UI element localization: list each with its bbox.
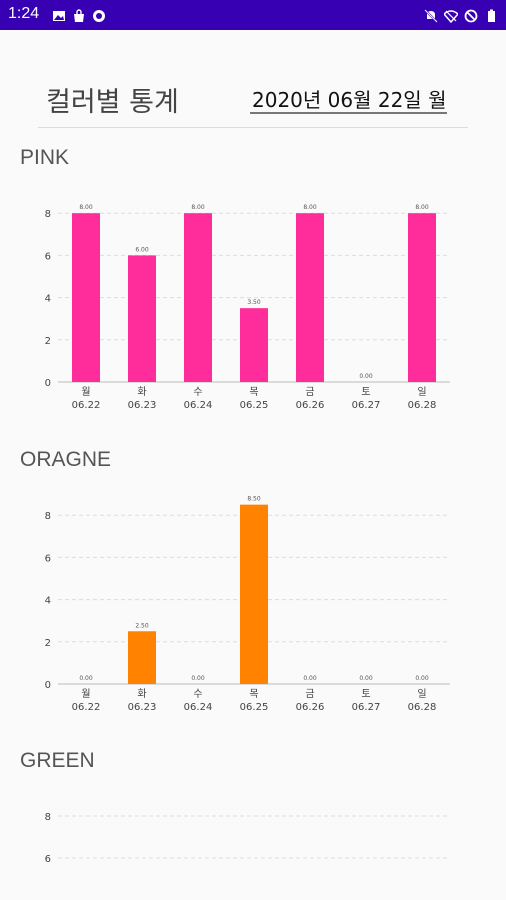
x-tick-date-label: 06.28 (408, 702, 437, 713)
image-icon (52, 8, 66, 22)
header-divider (38, 127, 468, 128)
orange-chart: 0 2 4 6 8 0.00 월 06.22 2.50 화 06.23 0.00 수 06.24 8.50 목… (45, 496, 450, 713)
sync-icon (92, 8, 106, 22)
y-tick-label: 8 (45, 209, 51, 220)
bar-value-label: 0.00 (303, 675, 317, 682)
bar-value-label: 8.00 (303, 204, 317, 211)
x-tick-date-label: 06.25 (240, 400, 269, 411)
bar (128, 631, 156, 684)
bar-value-label: 0.00 (359, 675, 373, 682)
bar (128, 255, 156, 382)
date-picker-field[interactable]: 2020년 06월 22일 월 (250, 84, 447, 114)
bar-value-label: 0.00 (415, 675, 429, 682)
x-tick-date-label: 06.23 (128, 400, 157, 411)
x-tick-day-label: 금 (305, 688, 314, 700)
battery-icon (484, 8, 498, 22)
y-tick-label: 2 (45, 336, 51, 347)
x-tick-date-label: 06.27 (352, 702, 381, 713)
bar (240, 504, 268, 684)
pink-chart: 0 2 4 6 8 8.00 월 06.22 6.00 화 06.23 8.00 수 06.24 3.50 목… (45, 204, 450, 411)
y-tick-label: 4 (45, 294, 51, 305)
x-tick-day-label: 수 (193, 386, 202, 398)
y-tick-label: 4 (45, 596, 51, 607)
x-tick-day-label: 화 (137, 688, 146, 700)
x-tick-date-label: 06.28 (408, 400, 437, 411)
status-time: 1:24 (8, 5, 40, 22)
x-tick-day-label: 월 (81, 688, 90, 700)
bag-icon (72, 8, 86, 22)
x-tick-day-label: 일 (417, 386, 426, 398)
y-tick-label: 6 (45, 854, 51, 865)
bar-value-label: 0.00 (359, 373, 373, 380)
x-tick-date-label: 06.25 (240, 702, 269, 713)
x-tick-day-label: 수 (193, 688, 202, 700)
x-tick-date-label: 06.22 (72, 400, 101, 411)
x-tick-day-label: 토 (361, 689, 370, 700)
bar (408, 213, 436, 382)
page-title: 컬러별 통계 (46, 87, 179, 118)
bar-value-label: 0.00 (79, 675, 93, 682)
blocked-icon (464, 8, 478, 23)
section-title-pink: PINK (20, 146, 70, 169)
system-icons (424, 8, 498, 24)
green-chart: 68 (45, 812, 450, 865)
section-title-green: GREEN (20, 749, 95, 772)
bar (184, 213, 212, 382)
status-bar: 1:24 (0, 0, 506, 30)
y-tick-label: 2 (45, 638, 51, 649)
y-tick-label: 6 (45, 251, 51, 262)
x-tick-day-label: 목 (249, 386, 258, 398)
bar-value-label: 2.50 (135, 622, 149, 629)
y-tick-label: 0 (45, 378, 51, 389)
x-tick-date-label: 06.24 (184, 702, 213, 713)
x-tick-day-label: 일 (417, 688, 426, 700)
y-tick-label: 0 (45, 680, 51, 691)
x-tick-date-label: 06.24 (184, 400, 213, 411)
mute-icon (424, 8, 438, 23)
x-tick-date-label: 06.27 (352, 400, 381, 411)
x-tick-date-label: 06.22 (72, 702, 101, 713)
y-tick-label: 8 (45, 511, 51, 522)
bar-value-label: 8.00 (415, 204, 429, 211)
bar-value-label: 8.00 (191, 204, 205, 211)
section-title-orange: ORAGNE (20, 448, 112, 471)
bar (240, 308, 268, 382)
bar-value-label: 3.50 (247, 299, 261, 306)
x-tick-day-label: 목 (249, 688, 258, 700)
bar-value-label: 8.50 (247, 496, 261, 503)
x-tick-day-label: 토 (361, 387, 370, 398)
x-tick-day-label: 화 (137, 386, 146, 398)
notification-icons (52, 8, 106, 22)
y-tick-label: 8 (45, 812, 51, 823)
bar (72, 213, 100, 382)
date-value: 2020년 06월 22일 월 (252, 88, 447, 112)
x-tick-day-label: 금 (305, 386, 314, 398)
x-tick-day-label: 월 (81, 386, 90, 398)
x-tick-date-label: 06.26 (296, 400, 325, 411)
bar (296, 213, 324, 382)
bar-value-label: 6.00 (135, 246, 149, 253)
x-tick-date-label: 06.23 (128, 702, 157, 713)
bar-value-label: 0.00 (191, 675, 205, 682)
bar-value-label: 8.00 (79, 204, 93, 211)
x-tick-date-label: 06.26 (296, 702, 325, 713)
wifi-off-icon (442, 8, 460, 24)
y-tick-label: 6 (45, 553, 51, 564)
